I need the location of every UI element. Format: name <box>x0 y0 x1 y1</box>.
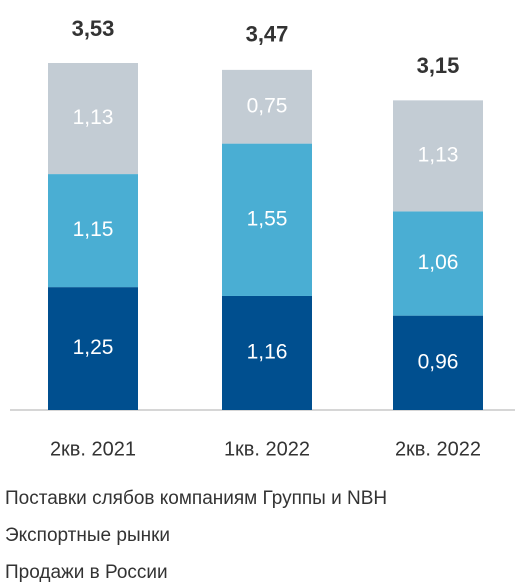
value-label: 1,16 <box>247 341 288 364</box>
legend-entry: Продажи в России <box>5 562 168 583</box>
bar-segment <box>393 315 483 410</box>
bar-segment <box>222 143 312 296</box>
bar-segment <box>393 100 483 212</box>
x-tick-label: 1кв. 2022 <box>224 438 310 460</box>
total-label: 3,53 <box>72 16 115 41</box>
bar-segment <box>48 63 138 175</box>
bar-segment <box>48 287 138 410</box>
value-label: 0,75 <box>247 94 288 117</box>
total-label: 3,15 <box>417 53 460 78</box>
value-label: 1,25 <box>73 336 114 359</box>
value-label: 0,96 <box>418 350 459 373</box>
x-tick-label: 2кв. 2022 <box>395 438 481 460</box>
value-label: 1,55 <box>247 207 288 230</box>
legend-entry: Экспортные рынки <box>5 525 170 546</box>
bar-segment <box>222 69 312 144</box>
value-label: 1,13 <box>418 143 459 166</box>
bar-segment <box>48 174 138 288</box>
bar-segment <box>393 211 483 316</box>
value-label: 1,13 <box>73 106 114 129</box>
value-label: 1,06 <box>418 251 459 274</box>
x-tick-label: 2кв. 2021 <box>50 438 136 460</box>
legend-entry: Поставки слябов компаниям Группы и NBH <box>5 488 387 509</box>
value-label: 1,15 <box>73 218 114 241</box>
total-label: 3,47 <box>246 22 289 47</box>
bar-segment <box>222 295 312 410</box>
